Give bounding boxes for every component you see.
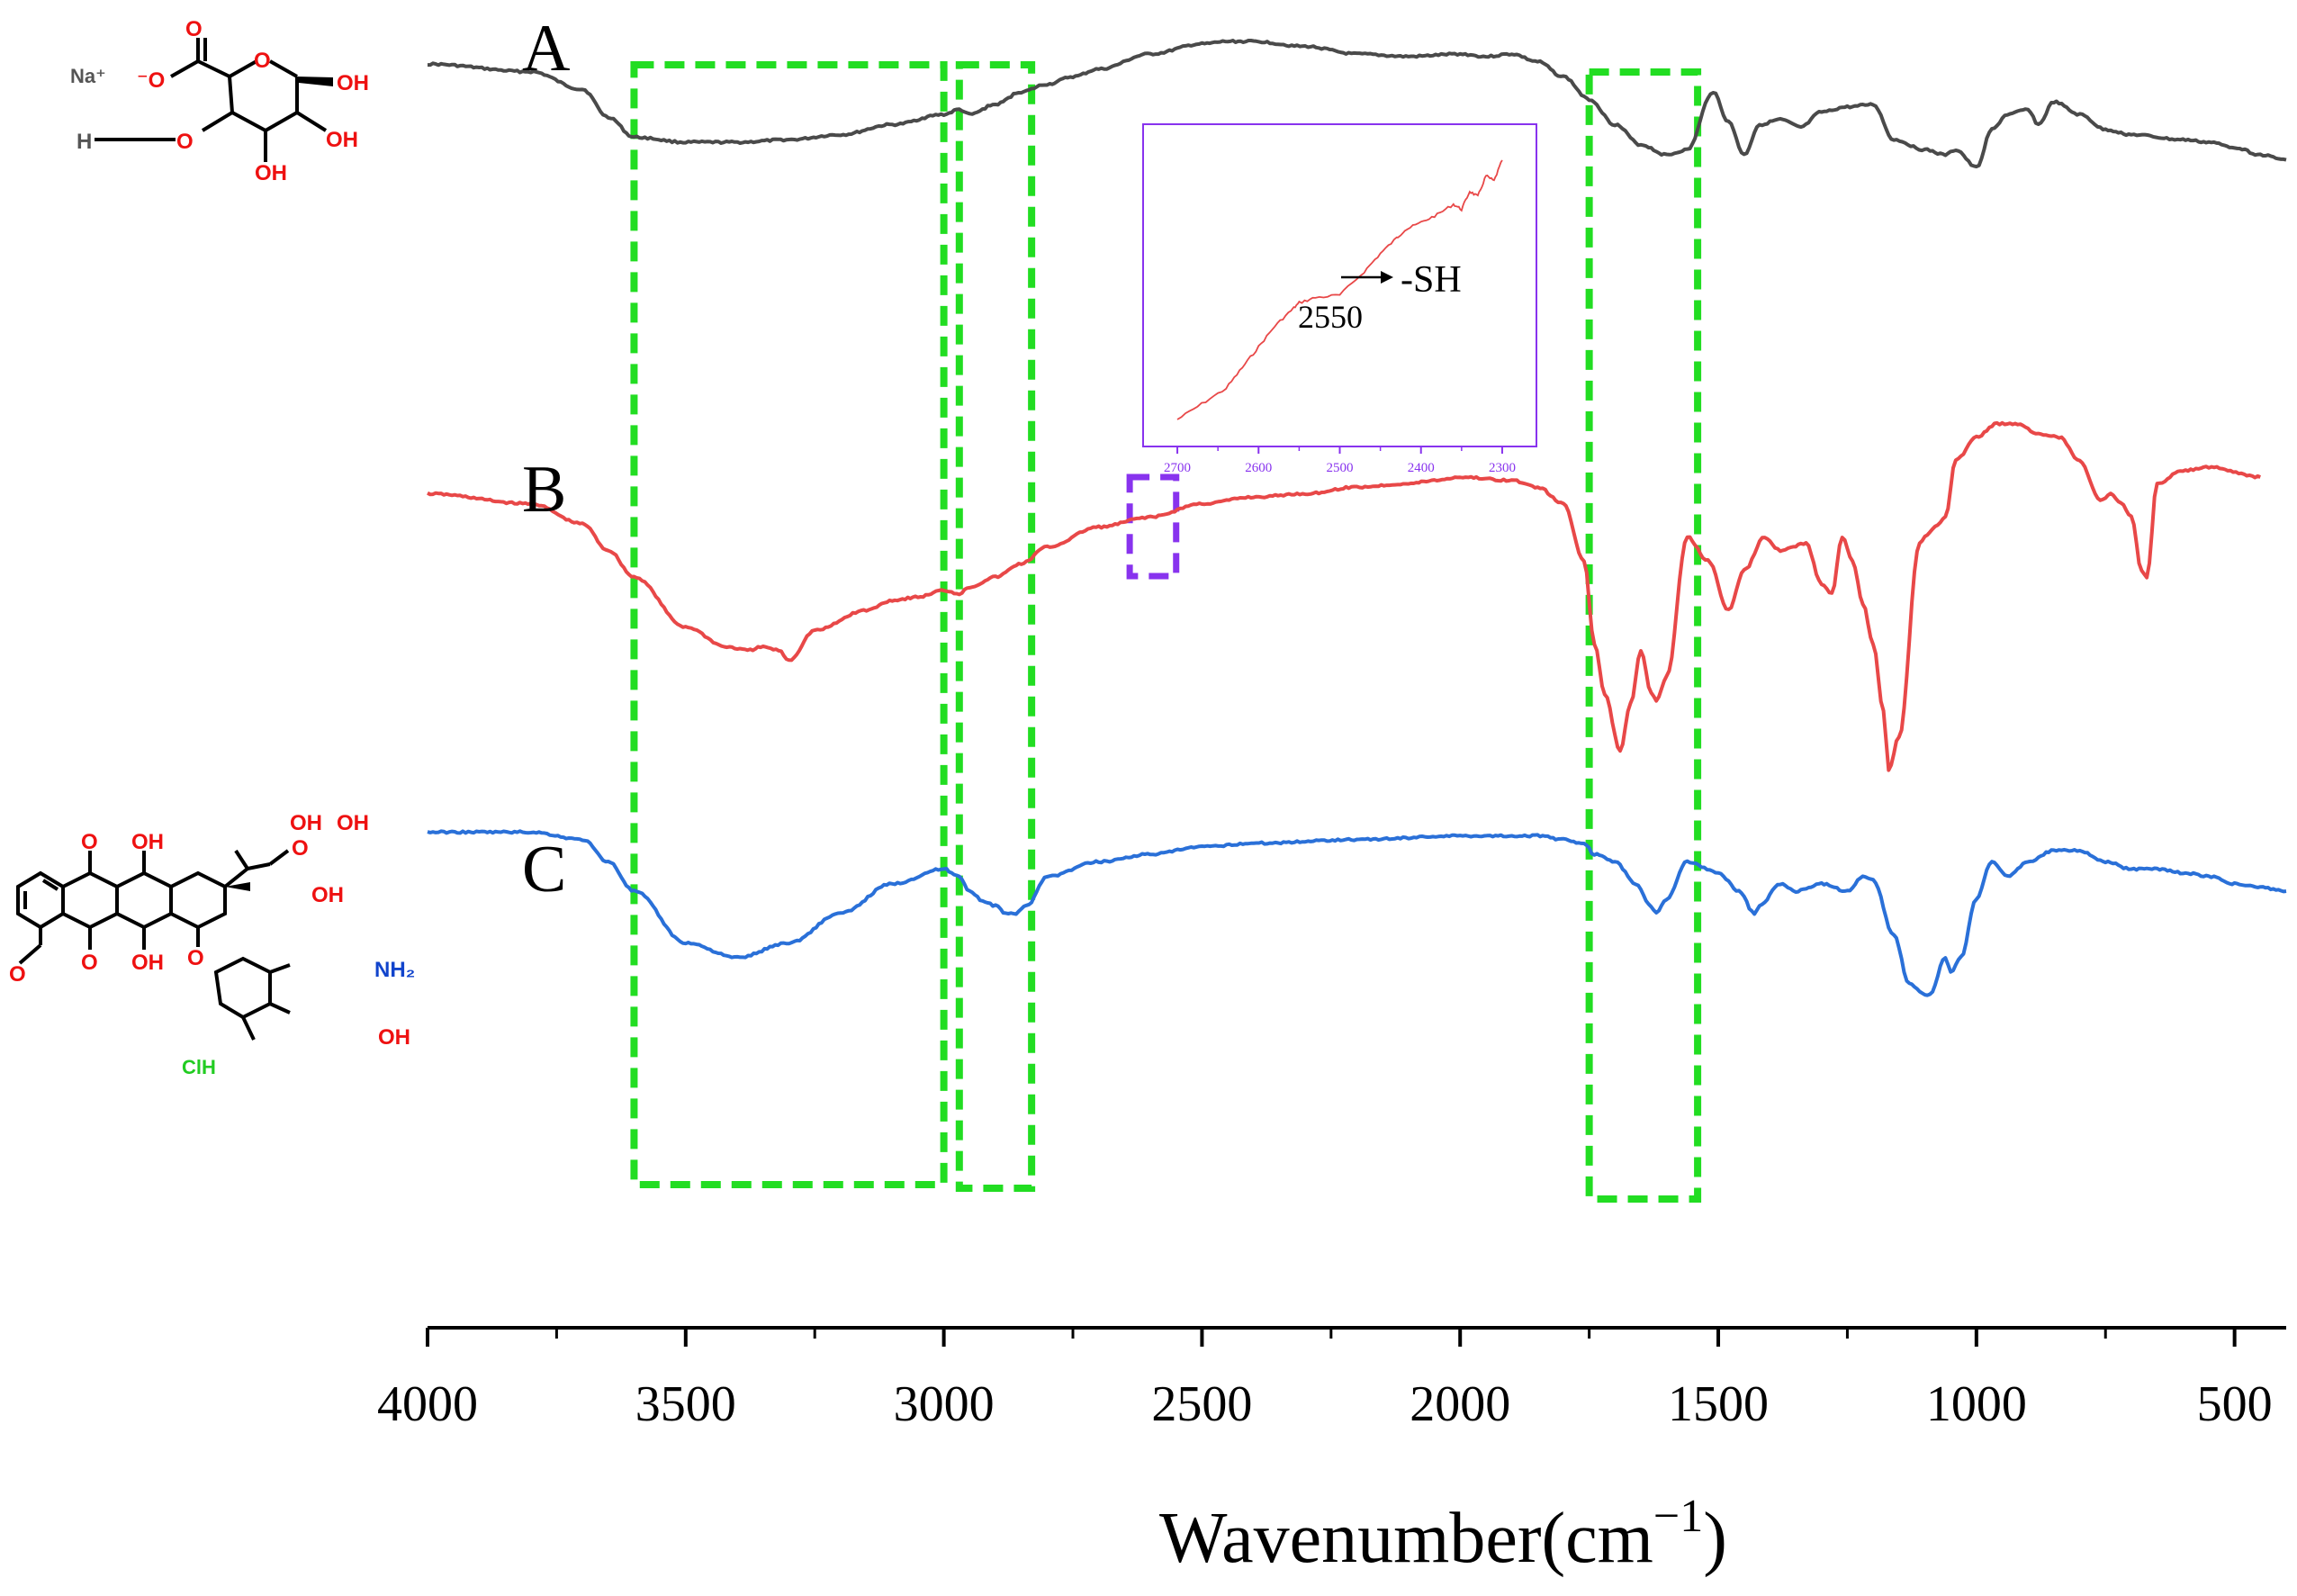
mol-bottom-label-glycoside-o: O bbox=[187, 946, 204, 970]
mol-bottom-label-ketone-o: O bbox=[292, 836, 309, 861]
x-axis-title-main: Wavenumber(cm bbox=[1159, 1499, 1653, 1578]
mol-top-label-oh-3: OH bbox=[255, 161, 287, 185]
mol-top-label-ether-o: O bbox=[176, 130, 194, 154]
mol-top-label-na: Na⁺ bbox=[70, 65, 106, 87]
series-line-c bbox=[427, 829, 2287, 997]
mol-top-label-oh-2: OH bbox=[326, 128, 358, 152]
mol-bottom-label-oh-6: OH bbox=[378, 1025, 410, 1050]
x-axis-title-close: ) bbox=[1703, 1499, 1727, 1578]
mol-bottom-label-clh: ClH bbox=[182, 1056, 216, 1078]
mol-top-label-h: H bbox=[77, 130, 92, 154]
series-label-c: C bbox=[522, 833, 566, 906]
wedge-bond bbox=[297, 77, 333, 86]
mol-bottom-label-oh-4: OH bbox=[311, 883, 344, 907]
molecule-top-structure: Na⁺ ⁻O O O H O OH OH OH bbox=[70, 17, 369, 185]
inset-annotation-sh: -SH bbox=[1401, 259, 1462, 301]
x-tick-label: 3500 bbox=[635, 1376, 736, 1432]
spectra-series bbox=[427, 39, 2287, 997]
inset-tick-label: 2600 bbox=[1245, 461, 1272, 475]
mol-top-label-oh-1: OH bbox=[337, 71, 369, 95]
highlight-regions bbox=[630, 61, 1702, 1203]
series-line-a bbox=[428, 39, 2287, 169]
series-label-a: A bbox=[522, 12, 570, 86]
molecule-bottom-structure: O O OH OH OH OH O OH O O NH₂ OH ClH bbox=[9, 811, 415, 1078]
inset-x-ticks: 2700 2600 2500 2400 2300 bbox=[1164, 446, 1516, 475]
inset-series bbox=[1176, 159, 1503, 420]
x-tick-label: 500 bbox=[2197, 1376, 2273, 1432]
wedge-bond-2 bbox=[225, 882, 250, 891]
inset-frame bbox=[1142, 123, 1537, 447]
region-ch-stretch bbox=[955, 61, 1036, 1192]
mol-bottom-label-oh-3: OH bbox=[337, 811, 369, 835]
region-thiol bbox=[1126, 473, 1180, 580]
mol-bottom-label-oh-5: OH bbox=[290, 811, 322, 835]
mol-bottom-label-methoxy-o: O bbox=[9, 962, 26, 987]
x-axis-title: Wavenumber(cm−1) bbox=[1159, 1491, 1727, 1578]
inset-annotation-value: 2550 bbox=[1298, 299, 1363, 335]
inset-tick-label: 2500 bbox=[1327, 461, 1354, 475]
x-tick-label: 1500 bbox=[1668, 1376, 1769, 1432]
mol-top-label-carbonyl-o: O bbox=[185, 17, 203, 41]
region-carbonyl bbox=[1585, 68, 1702, 1203]
mol-bottom-label-quinone-o-2: O bbox=[81, 951, 98, 975]
inset-tick-label: 2400 bbox=[1408, 461, 1435, 475]
inset-annotation-arrow-head bbox=[1381, 271, 1393, 284]
mol-bottom-label-oh-1: OH bbox=[131, 830, 164, 854]
mol-top-label-ring-o: O bbox=[254, 49, 271, 73]
x-tick-label: 2500 bbox=[1151, 1376, 1252, 1432]
mol-bottom-label-nh2: NH₂ bbox=[374, 958, 415, 982]
region-oh-stretch bbox=[630, 61, 948, 1188]
inset-series-line-b bbox=[1176, 159, 1503, 420]
mol-bottom-label-quinone-o-1: O bbox=[81, 830, 98, 854]
x-axis-title-superscript: −1 bbox=[1653, 1491, 1703, 1542]
inset-zoom: 2700 2600 2500 2400 2300 -SH 2550 bbox=[1142, 123, 1537, 475]
x-tick-label: 1000 bbox=[1926, 1376, 2027, 1432]
inset-tick-label: 2700 bbox=[1164, 461, 1191, 475]
molecule-bottom-bonds bbox=[16, 849, 291, 1041]
mol-bottom-label-oh-2: OH bbox=[131, 951, 164, 975]
x-tick-label: 4000 bbox=[377, 1376, 478, 1432]
molecule-top-bonds bbox=[95, 38, 328, 162]
mol-top-label-carboxylate-o: ⁻O bbox=[137, 68, 165, 93]
x-tick-label: 2000 bbox=[1410, 1376, 1510, 1432]
x-tick-label: 3000 bbox=[894, 1376, 995, 1432]
series-line-b bbox=[427, 420, 2261, 772]
x-axis-ticks: 4000 3500 3000 2500 2000 1500 1000 500 bbox=[377, 1328, 2273, 1432]
series-label-b: B bbox=[522, 453, 566, 527]
inset-tick-label: 2300 bbox=[1489, 461, 1516, 475]
